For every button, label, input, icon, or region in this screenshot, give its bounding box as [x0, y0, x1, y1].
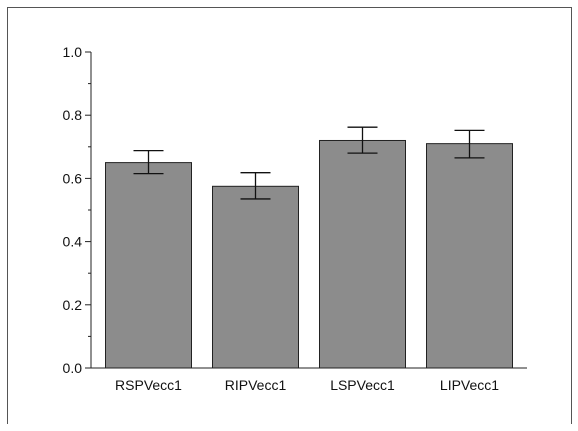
chart-border	[7, 7, 572, 424]
bar	[212, 185, 299, 369]
y-tick-label: 0.2	[63, 297, 83, 313]
x-tick-label: RSPVecc1	[115, 377, 182, 393]
y-tick-label: 1.0	[63, 44, 83, 60]
x-tick-label: LIPVecc1	[440, 377, 499, 393]
x-axis: RSPVecc1 RIPVecc1 LSPVecc1 LIPVecc1	[91, 367, 527, 393]
y-tick-label: 0.6	[63, 170, 83, 186]
y-axis: 0.0 0.2 0.4 0.6 0.8 1.0	[63, 44, 92, 376]
y-tick-label: 0.4	[63, 234, 83, 250]
error-bars	[133, 126, 485, 200]
y-tick-label: 0.0	[63, 360, 83, 376]
y-tick-label: 0.8	[63, 107, 83, 123]
x-tick-label: LSPVecc1	[330, 377, 395, 393]
bar	[319, 139, 406, 369]
bar	[105, 162, 192, 369]
x-tick-label: RIPVecc1	[225, 377, 287, 393]
bar	[426, 143, 513, 369]
bars	[105, 139, 513, 369]
